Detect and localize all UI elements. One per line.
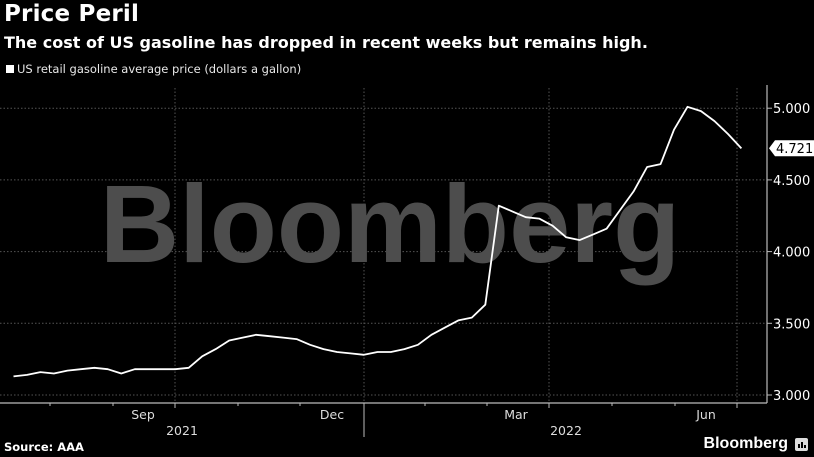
svg-text:4.721: 4.721 xyxy=(776,142,813,157)
watermark: Bloomberg xyxy=(100,163,681,286)
svg-text:Mar: Mar xyxy=(504,407,528,422)
legend-label: US retail gasoline average price (dollar… xyxy=(17,62,302,76)
source-note: Source: AAA xyxy=(4,440,84,454)
price-line xyxy=(13,105,743,378)
axes: 3.000 3.500 4.000 4.500 5.000 Sep Dec Mar Jun 202… xyxy=(0,85,810,438)
chart-title: Price Peril xyxy=(4,1,140,27)
svg-text:5.000: 5.000 xyxy=(773,102,810,117)
svg-text:Dec: Dec xyxy=(320,407,344,422)
legend: US retail gasoline average price (dollar… xyxy=(6,62,301,76)
svg-text:3.500: 3.500 xyxy=(773,317,810,332)
legend-swatch xyxy=(6,65,14,73)
svg-text:4.500: 4.500 xyxy=(773,174,810,189)
last-value-label: 4.721 xyxy=(769,140,814,157)
svg-text:4.000: 4.000 xyxy=(773,246,810,261)
svg-text:3.000: 3.000 xyxy=(773,389,810,404)
gridlines xyxy=(0,88,767,403)
svg-text:Jun: Jun xyxy=(695,407,716,422)
svg-text:2022: 2022 xyxy=(550,423,582,438)
svg-text:Sep: Sep xyxy=(131,407,155,422)
bloomberg-logo: Bloomberg xyxy=(703,435,788,452)
bloomberg-chart-icon xyxy=(795,438,808,451)
svg-text:2021: 2021 xyxy=(166,423,198,438)
chart-subtitle: The cost of US gasoline has dropped in r… xyxy=(4,33,648,52)
